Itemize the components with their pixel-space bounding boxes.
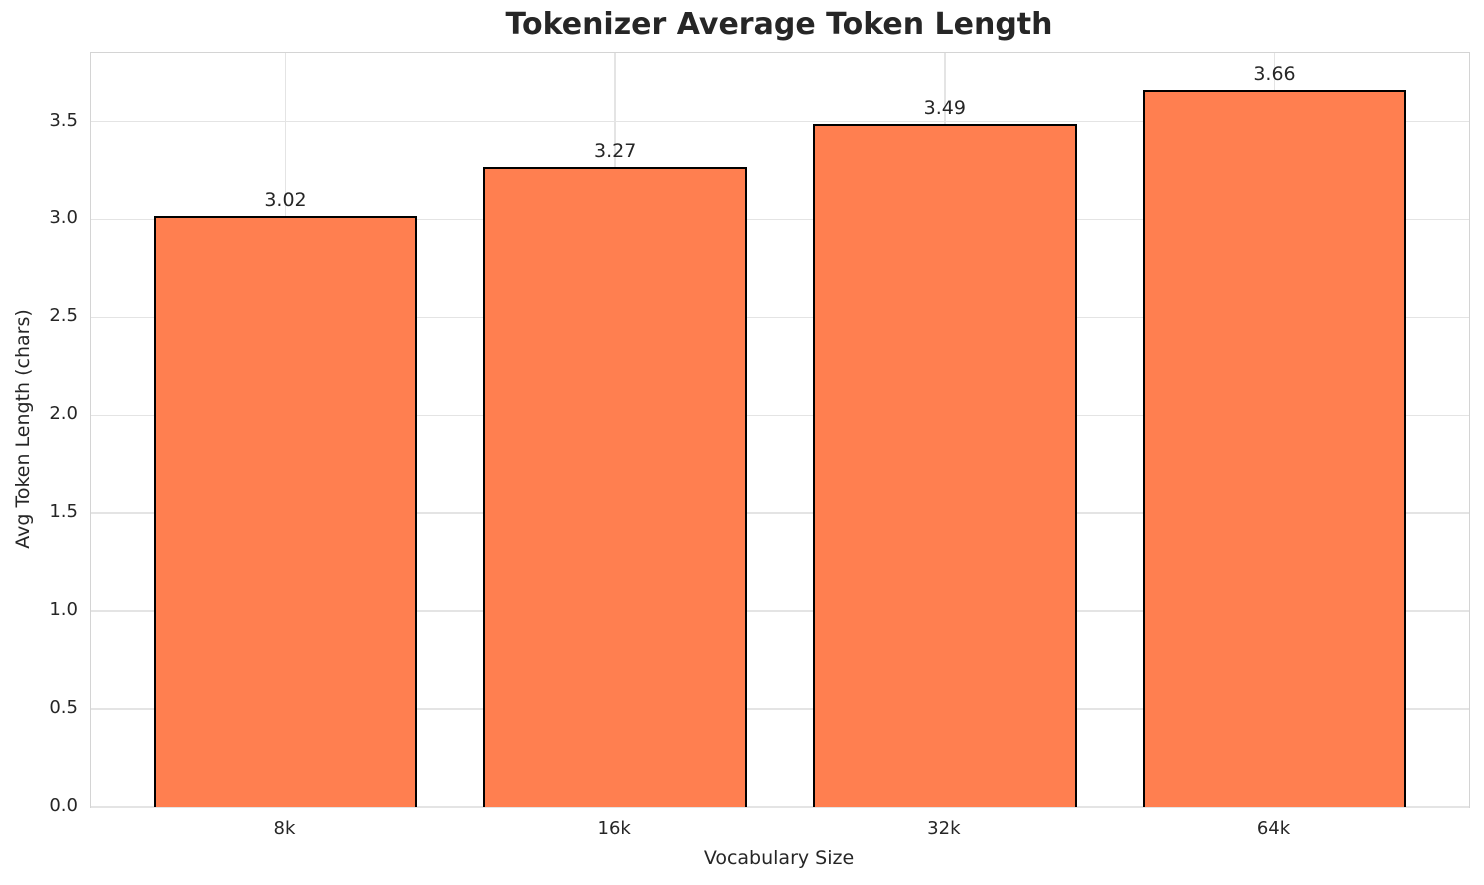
bar-value-label: 3.02 [264,188,307,211]
gridline-horizontal [91,512,1469,514]
bar-32k [812,123,1077,807]
gridline-horizontal [91,218,1469,221]
gridline-horizontal [91,708,1469,710]
bar-value-label: 3.66 [1253,63,1296,86]
y-tick-label: 3.5 [49,109,78,131]
bar-value-label: 3.49 [923,96,966,119]
plot-area: 3.02 3.27 3.49 3.66 [90,52,1470,808]
gridline-horizontal [91,120,1469,123]
x-tick-label: 8k [273,818,296,839]
y-tick-label: 2.0 [49,403,78,425]
bar-8k [153,215,418,807]
y-tick-label: 1.5 [49,501,78,523]
x-tick-label: 32k [927,818,961,839]
chart-title: Tokenizer Average Token Length [505,7,1053,42]
x-axis-label: Vocabulary Size [703,847,855,869]
x-tick-label: 16k [597,818,631,839]
y-tick-label: 3.0 [49,207,78,229]
y-tick-label: 2.5 [49,305,78,327]
x-tick-label: 64k [1256,818,1291,839]
gridline-horizontal [91,610,1469,612]
gridline-horizontal [91,316,1469,319]
y-tick-label: 0.0 [49,795,78,816]
gridline-horizontal [91,806,1469,808]
y-tick-label: 1.0 [49,599,78,621]
y-tick-label: 0.5 [49,697,78,719]
bar-value-label: 3.27 [594,139,637,162]
gridline-horizontal [91,414,1469,417]
bar-64k [1142,90,1407,807]
bar-16k [483,166,748,807]
